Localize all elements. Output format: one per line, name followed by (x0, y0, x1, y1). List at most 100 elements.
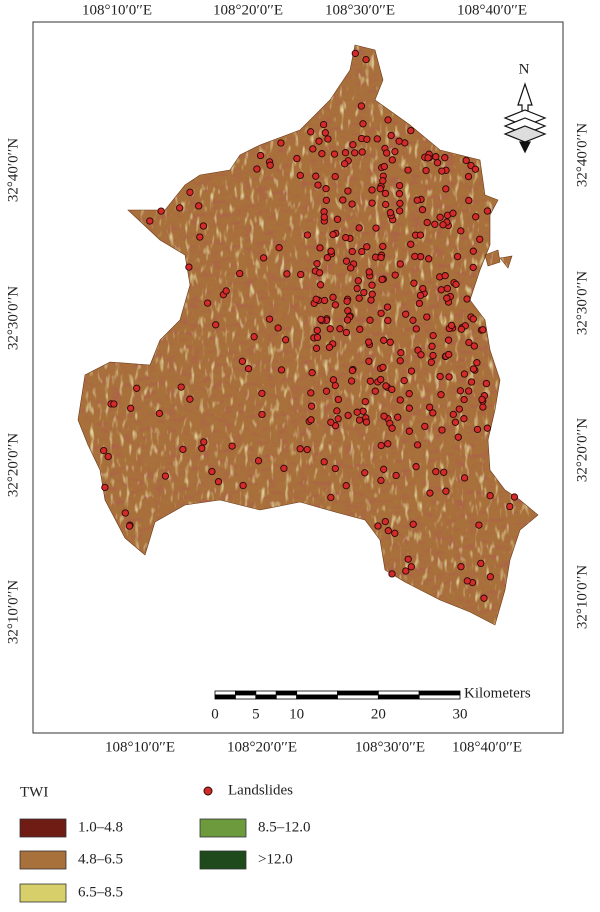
landslide-point (363, 243, 371, 251)
landslide-point (316, 244, 324, 252)
landslide-point (405, 390, 413, 398)
landslide-point (127, 404, 135, 412)
right-coordinate-label: 32°10′0′′N (574, 565, 590, 629)
landslide-point (384, 440, 392, 448)
coordinate-labels: 108°10′0′′E 108°20′0′′E 108°30′0′′E 108°40′… (5, 2, 590, 755)
landslide-point (342, 482, 350, 490)
landslide-point (321, 129, 329, 137)
landslide-point (410, 279, 418, 287)
right-coordinate-label: 32°20′0′′N (574, 418, 590, 482)
landslide-point (391, 271, 399, 279)
landslide-point (324, 135, 332, 143)
landslide-point (407, 367, 416, 375)
landslide-point (447, 321, 456, 330)
landslide-point (307, 128, 315, 136)
landslide-point (427, 358, 435, 366)
landslide-point (258, 410, 266, 419)
landslide-point (203, 299, 212, 307)
landslide-point (244, 365, 253, 373)
landslide-point (331, 301, 340, 309)
landslide-point (315, 269, 324, 277)
landslide-point (343, 297, 351, 305)
landslide-point (411, 252, 419, 261)
landslide-point (377, 476, 385, 485)
landslide-point (313, 333, 322, 342)
landslide-point (506, 502, 514, 511)
landslide-point (320, 296, 329, 305)
bottom-coordinate-label: 108°20′0′′E (227, 739, 297, 755)
landslide-point (312, 344, 321, 352)
landslide-point (377, 375, 385, 384)
landslide-point (320, 458, 328, 466)
scale-segment (235, 690, 257, 696)
legend: TWI 1.0–4.8 4.8–6.5 6.5–8.5 8.5–12.0 >12.0 Lan… (19, 782, 311, 903)
landslide-point (343, 316, 352, 324)
landslide-point (380, 465, 388, 473)
landslide-point (327, 493, 335, 502)
landslide-point (342, 328, 351, 337)
landslide-point (330, 150, 339, 158)
right-coordinate-label: 32°30′0′′N (574, 271, 590, 335)
landslide-point (277, 139, 285, 147)
landslide-point (329, 293, 337, 301)
scale-segment (377, 694, 420, 700)
landslide-point (431, 220, 439, 228)
landslide-point (186, 188, 194, 196)
landslide-point (482, 379, 491, 388)
landslide-point (353, 408, 361, 416)
landslide-point (199, 222, 208, 230)
north-arrow (503, 82, 547, 154)
landslide-point (469, 247, 477, 255)
landslide-point (409, 316, 417, 324)
landslide-point (416, 231, 425, 239)
landslide-point (344, 411, 352, 420)
landslide-point (239, 481, 247, 490)
landslide-point (355, 224, 363, 232)
landslide-point (480, 594, 488, 602)
landslide-point (333, 215, 342, 223)
north-label: N (519, 61, 530, 77)
scale-segment (214, 694, 236, 700)
landslide-point (195, 202, 203, 210)
landslide-point (366, 316, 374, 324)
landslide-point (380, 412, 388, 420)
scale-segment (337, 690, 379, 696)
landslide-point (483, 207, 492, 215)
landslide-point (342, 233, 350, 242)
landslide-point (322, 185, 330, 193)
landslide-point (386, 338, 394, 346)
landslide-point (349, 141, 357, 149)
landslide-point (222, 287, 230, 295)
landslide-point (157, 207, 165, 215)
landslide-point (429, 409, 437, 417)
landslide-point (443, 284, 452, 293)
landslide-point (250, 333, 258, 341)
landslide-point (387, 131, 395, 140)
landslide-point (396, 199, 404, 208)
landslide-point (362, 418, 371, 426)
landslide-point (407, 240, 415, 248)
landslide-point (388, 385, 396, 394)
landslide-point (322, 196, 331, 204)
scale-segment (377, 690, 420, 696)
landslide-point (110, 400, 118, 408)
landslide-point (313, 260, 321, 268)
landslide-point (462, 156, 470, 165)
landslide-point (344, 187, 352, 195)
landslide-point (469, 365, 478, 373)
landslide-point (457, 325, 466, 333)
landslide-point (185, 263, 193, 271)
legend-swatch (19, 850, 67, 870)
landslide-point (323, 254, 332, 262)
landslide-point (417, 351, 425, 359)
landslide-point (198, 444, 206, 452)
left-coordinate-label: 32°40′0′′N (5, 138, 21, 202)
landslide-point (280, 464, 288, 472)
top-coordinate-label: 108°10′0′′E (82, 2, 152, 18)
scale-segment (255, 694, 277, 700)
landslide-point (179, 445, 187, 454)
landslide-point (412, 463, 420, 471)
landslide-point (423, 218, 431, 227)
landslide-point (368, 290, 376, 298)
